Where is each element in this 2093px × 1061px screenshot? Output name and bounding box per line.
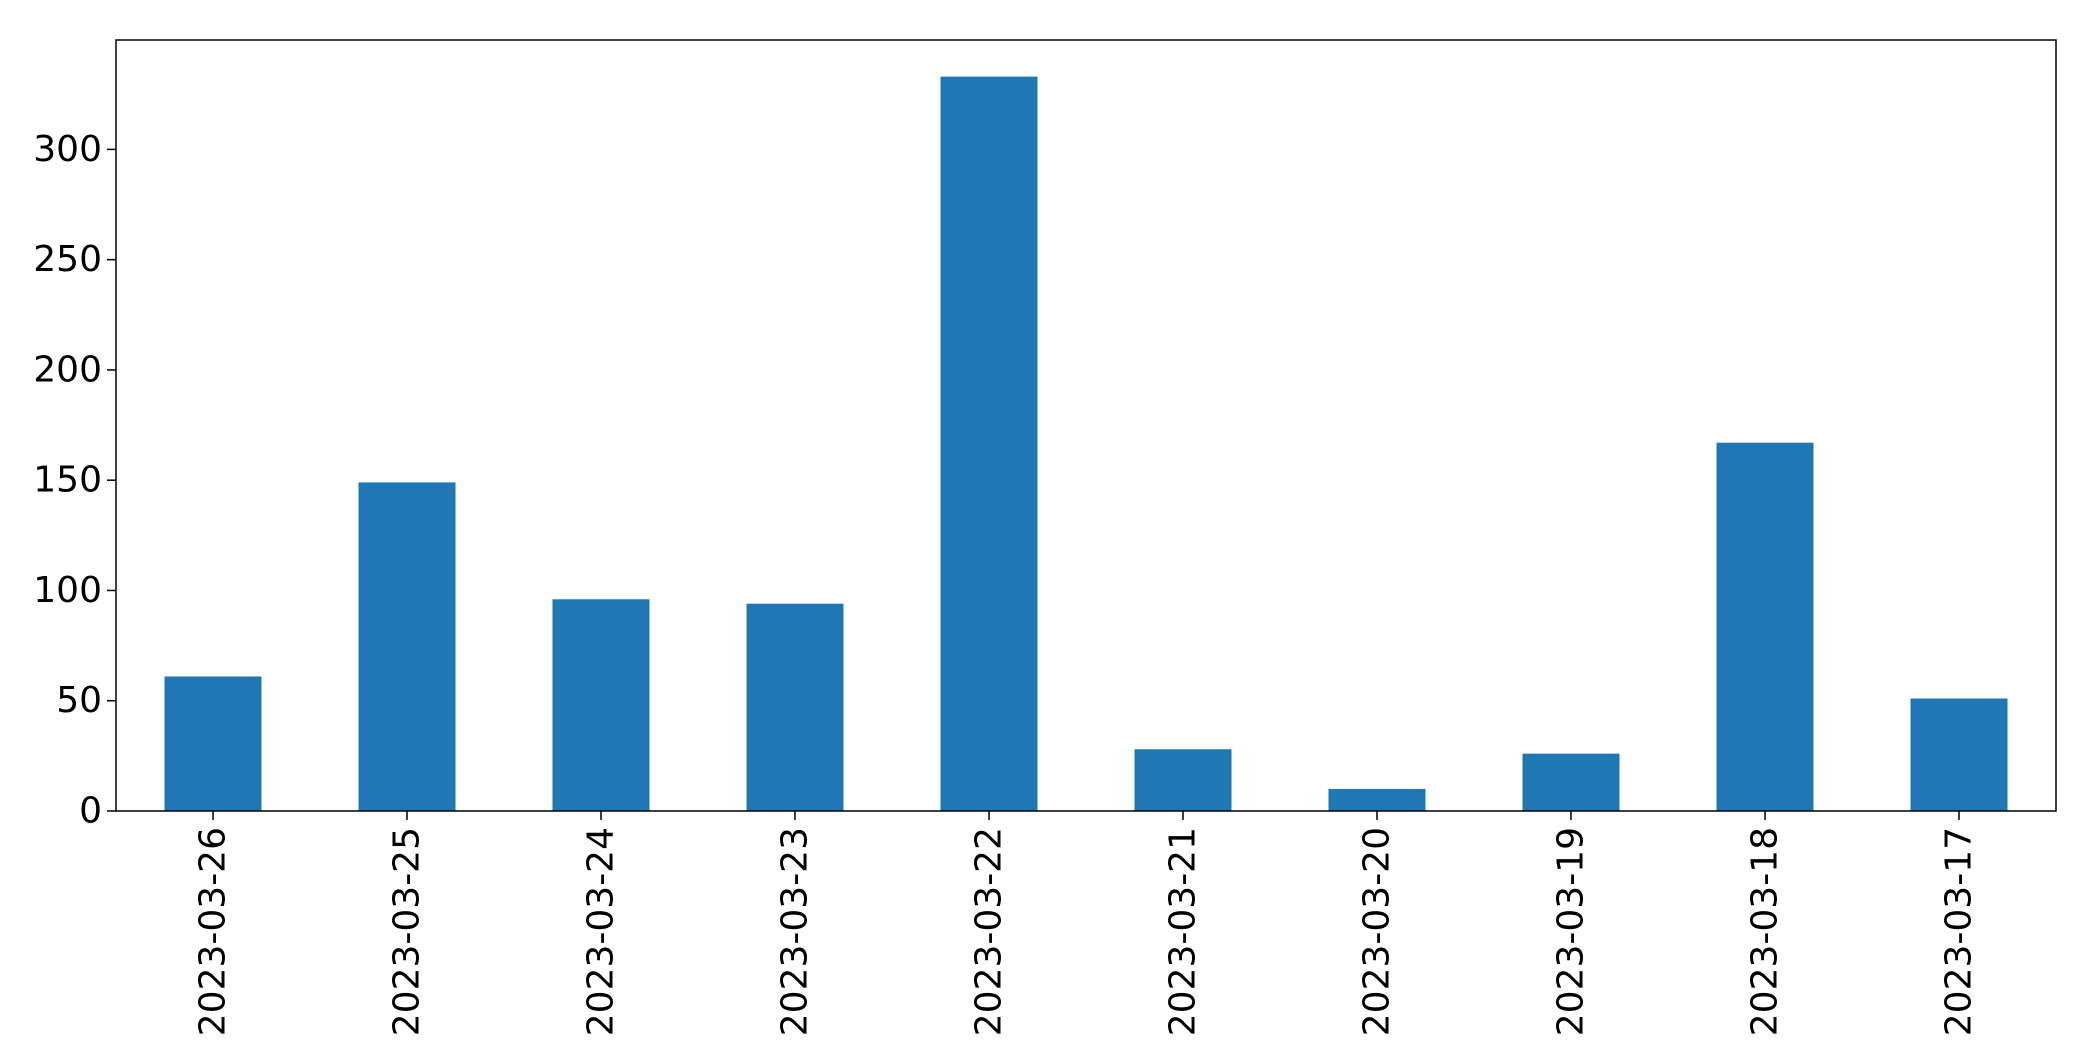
x-tick-label: 2023-03-21 xyxy=(1163,827,1204,1036)
bar-2023-03-17 xyxy=(1910,698,2008,811)
x-tick-label: 2023-03-25 xyxy=(387,827,428,1036)
x-tick-label: 2023-03-22 xyxy=(969,827,1010,1036)
plot-area-frame xyxy=(115,39,2057,812)
x-tick-label: 2023-03-24 xyxy=(581,827,622,1036)
x-axis: 2023-03-26 2023-03-25 2023-03-24 2023-03-23… xyxy=(193,811,1980,1036)
x-tick-label: 2023-03-26 xyxy=(193,827,234,1036)
y-tick-label: 250 xyxy=(33,239,102,280)
y-axis: 0 50 100 150 200 250 300 xyxy=(33,129,116,832)
x-tick-label: 2023-03-20 xyxy=(1357,827,1398,1036)
y-tick-label: 50 xyxy=(56,680,102,721)
bar-2023-03-25 xyxy=(358,482,456,811)
y-tick-label: 150 xyxy=(33,460,102,501)
x-tick-label: 2023-03-19 xyxy=(1551,827,1592,1036)
y-tick-label: 100 xyxy=(33,570,102,611)
y-tick-label: 0 xyxy=(79,791,102,832)
bar-2023-03-19 xyxy=(1522,753,1620,811)
x-tick-label: 2023-03-23 xyxy=(775,827,816,1036)
x-tick-label: 2023-03-18 xyxy=(1745,827,1786,1036)
bar-2023-03-18 xyxy=(1716,442,1814,811)
bar-2023-03-20 xyxy=(1328,788,1426,811)
bar-2023-03-21 xyxy=(1134,749,1232,811)
bar-2023-03-22 xyxy=(940,76,1038,812)
y-tick-label: 200 xyxy=(33,349,102,390)
bars-layer xyxy=(164,76,2008,812)
bar-2023-03-23 xyxy=(746,603,844,811)
bar-2023-03-24 xyxy=(552,599,650,811)
bar-2023-03-26 xyxy=(164,676,262,811)
y-tick-label: 300 xyxy=(33,129,102,170)
x-tick-label: 2023-03-17 xyxy=(1939,827,1980,1036)
